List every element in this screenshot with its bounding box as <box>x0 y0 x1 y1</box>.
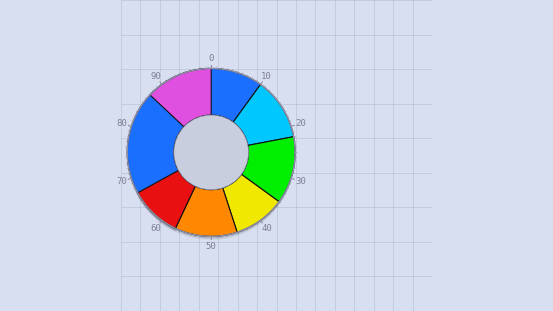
Text: 50: 50 <box>206 242 217 251</box>
Wedge shape <box>223 177 279 234</box>
Wedge shape <box>138 172 195 230</box>
Wedge shape <box>233 87 294 148</box>
Text: 20: 20 <box>295 119 306 128</box>
Wedge shape <box>241 138 295 203</box>
Wedge shape <box>127 68 260 228</box>
Wedge shape <box>175 187 237 237</box>
Text: 80: 80 <box>117 119 127 128</box>
Wedge shape <box>127 69 260 229</box>
Text: 10: 10 <box>261 72 272 81</box>
Text: 40: 40 <box>261 224 272 233</box>
Wedge shape <box>127 71 260 231</box>
Wedge shape <box>127 70 260 230</box>
Wedge shape <box>223 176 279 234</box>
Text: 70: 70 <box>117 177 127 186</box>
Wedge shape <box>138 173 195 231</box>
Wedge shape <box>233 85 294 146</box>
Text: 30: 30 <box>295 177 306 186</box>
Text: 90: 90 <box>150 72 161 81</box>
Circle shape <box>174 115 248 190</box>
Wedge shape <box>233 86 294 147</box>
Text: 60: 60 <box>150 224 161 233</box>
Wedge shape <box>223 174 279 232</box>
Wedge shape <box>138 171 195 229</box>
Wedge shape <box>241 137 295 202</box>
Wedge shape <box>175 186 237 236</box>
Wedge shape <box>150 68 211 127</box>
Text: 0: 0 <box>208 54 214 63</box>
Wedge shape <box>233 85 294 146</box>
Wedge shape <box>241 137 295 202</box>
Wedge shape <box>175 188 237 238</box>
Wedge shape <box>138 170 195 228</box>
Wedge shape <box>223 175 279 233</box>
Wedge shape <box>175 188 237 239</box>
Wedge shape <box>150 69 211 128</box>
Wedge shape <box>241 139 295 204</box>
Wedge shape <box>150 71 211 129</box>
Wedge shape <box>150 70 211 128</box>
